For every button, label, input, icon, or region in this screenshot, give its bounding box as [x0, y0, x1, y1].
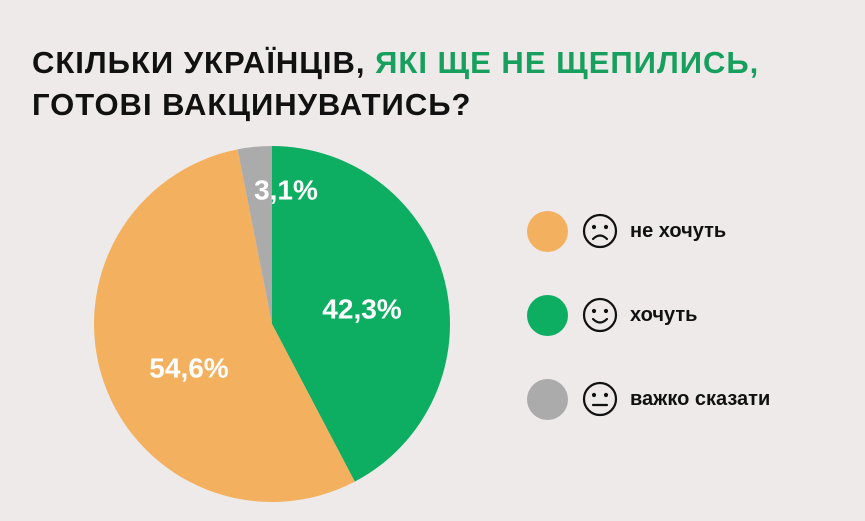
- legend-swatch-orange: [527, 210, 568, 252]
- pie-slice-label-1: 54,6%: [149, 352, 228, 383]
- legend-label-vazhko-skazaty: важко сказати: [630, 387, 771, 410]
- smiling-face-icon: [582, 297, 618, 333]
- legend-swatch-green: [527, 294, 568, 336]
- title-line-2: ГОТОВІ ВАКЦИНУВАТИСЬ?: [32, 87, 472, 122]
- legend-item-ne-khochut: не хочуть: [527, 210, 770, 252]
- legend-item-khochut: хочуть: [527, 294, 770, 336]
- pie-slice-0: [272, 146, 450, 482]
- chart-title: СКІЛЬКИ УКРАЇНЦІВ, ЯКІ ЩЕ НЕ ЩЕПИЛИСЬ, Г…: [32, 42, 852, 126]
- frowning-face-icon: [582, 213, 618, 249]
- pie-slice-label-0: 42,3%: [322, 293, 401, 324]
- pie-slice-1: [94, 149, 355, 502]
- legend-item-vazhko-skazaty: важко сказати: [527, 378, 770, 420]
- neutral-face-icon: [582, 381, 618, 417]
- title-part-2-accent: ЯКІ ЩЕ НЕ ЩЕПИЛИСЬ,: [375, 45, 760, 80]
- pie-slice-2: [237, 146, 272, 324]
- legend-label-ne-khochut: не хочуть: [630, 219, 727, 242]
- legend-label-khochut: хочуть: [630, 303, 698, 326]
- pie-slice-label-2: 3,1%: [254, 174, 318, 205]
- legend-swatch-gray: [527, 378, 568, 420]
- title-part-1: СКІЛЬКИ УКРАЇНЦІВ,: [32, 45, 376, 80]
- legend: не хочуть хочуть важко сказати: [527, 210, 770, 462]
